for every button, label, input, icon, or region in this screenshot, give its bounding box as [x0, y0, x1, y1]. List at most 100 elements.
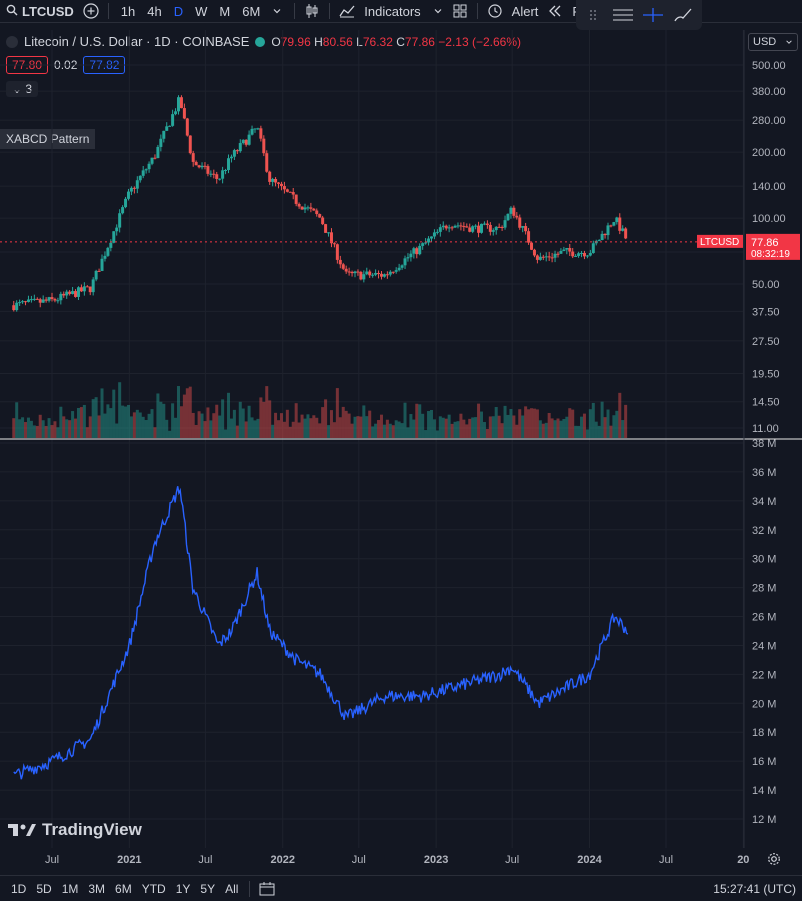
time-axis[interactable]: Jul 2021 Jul 2022 Jul 2023 Jul 2024 Jul 20 — [45, 854, 749, 866]
volume-bar — [121, 405, 125, 438]
brush-icon[interactable] — [672, 4, 694, 26]
range-5y[interactable]: 5Y — [200, 881, 216, 896]
chevron-down-icon[interactable] — [427, 0, 449, 22]
buy-price-button[interactable]: 77.82 — [83, 56, 126, 74]
volume-bar — [359, 416, 363, 438]
candles-icon[interactable] — [301, 0, 323, 22]
indicator-axis[interactable]: 38 M 36 M 34 M 32 M 30 M 28 M 26 M 24 M 22 M 20 M… — [752, 438, 776, 826]
volume-bar — [56, 427, 60, 438]
collapsed-count: 3 — [25, 82, 33, 96]
volume-bar — [312, 415, 316, 438]
indicators-icon[interactable] — [336, 0, 358, 22]
candle-body — [371, 274, 375, 276]
candle-body — [394, 270, 398, 272]
clock[interactable]: 15:27:41 (UTC) — [713, 882, 796, 896]
interval-6m[interactable]: 6M — [242, 3, 261, 19]
tradingview-logo-icon — [8, 824, 36, 836]
indicators-button[interactable]: Indicators — [364, 3, 421, 19]
currency-select[interactable]: USD — [748, 33, 798, 51]
volume-bar — [88, 416, 92, 438]
volume-bar — [412, 419, 416, 438]
candle-body — [282, 186, 286, 190]
add-symbol-icon[interactable] — [80, 0, 102, 22]
range-all[interactable]: All — [225, 881, 239, 896]
volume-bar — [321, 407, 325, 438]
volume-bar — [82, 404, 86, 438]
volume-bar — [109, 408, 113, 438]
price-tick-label: 11.00 — [752, 423, 779, 435]
indicators-collapse-button[interactable]: ⌄ 3 — [6, 81, 39, 97]
range-5d[interactable]: 5D — [36, 881, 52, 896]
candle-body — [541, 256, 545, 258]
price-tag-symbol-bg — [697, 234, 743, 248]
volume-bar — [24, 422, 28, 438]
sell-price-button[interactable]: 77.80 — [6, 56, 49, 74]
drag-handle-icon[interactable] — [582, 4, 604, 26]
crosshair-icon[interactable] — [642, 4, 664, 26]
indicator-tick-label: 18 M — [752, 727, 776, 739]
volume-bar — [609, 425, 613, 438]
candle-body — [612, 222, 616, 226]
range-1d[interactable]: 1D — [11, 881, 27, 896]
alert-icon[interactable] — [484, 0, 506, 22]
chart-area[interactable]: 500.00 380.00 280.00 200.00 140.00 100.00 70.0… — [0, 0, 802, 875]
volume-bar — [103, 413, 107, 438]
candle-body — [79, 287, 83, 292]
candle-body — [365, 271, 369, 275]
volume-bar — [594, 421, 598, 438]
interval-4h[interactable]: 4h — [147, 3, 162, 19]
settings-gear-icon[interactable] — [767, 852, 781, 871]
candle-body — [474, 225, 478, 227]
volume-bar — [400, 423, 404, 438]
candle-body — [456, 225, 460, 227]
volume-bar — [265, 386, 269, 438]
time-tick-label: Jul — [352, 854, 366, 866]
interval-1h[interactable]: 1h — [120, 3, 136, 19]
candle-body — [315, 210, 319, 215]
replay-icon[interactable] — [544, 0, 566, 22]
volume-bar — [188, 386, 192, 438]
volume-bar — [15, 402, 19, 438]
range-3m[interactable]: 3M — [88, 881, 106, 896]
volume-bar — [112, 389, 116, 438]
tradingview-logo[interactable]: TradingView — [8, 820, 142, 840]
volume-bar — [503, 405, 507, 438]
interval-m[interactable]: M — [219, 3, 231, 19]
volume-bar — [71, 411, 75, 438]
pattern-label[interactable]: XABCD Pattern — [0, 129, 96, 149]
candle-body — [565, 248, 569, 250]
volume-bar — [374, 423, 378, 438]
candle-body — [50, 297, 54, 300]
interval-d[interactable]: D — [173, 3, 184, 19]
range-1m[interactable]: 1M — [61, 881, 79, 896]
volume-bar — [500, 423, 504, 438]
lines-tool-icon[interactable] — [612, 4, 634, 26]
symbol-search[interactable]: LTCUSD — [0, 4, 80, 19]
chevron-down-icon[interactable] — [266, 0, 288, 22]
price-axis[interactable]: 500.00 380.00 280.00 200.00 140.00 100.00 70.0… — [752, 60, 786, 435]
candle-body — [415, 248, 419, 255]
candle-body — [318, 214, 322, 218]
price-tick-label: 280.00 — [752, 115, 786, 127]
time-tick-label: Jul — [659, 854, 673, 866]
candle-body — [176, 97, 180, 112]
range-ytd[interactable]: YTD — [141, 881, 166, 896]
candle-body — [232, 150, 236, 157]
volume-bar — [138, 412, 142, 438]
candle-body — [468, 227, 472, 232]
volume-bar — [268, 400, 272, 438]
candle-body — [568, 248, 572, 252]
range-6m[interactable]: 6M — [115, 881, 132, 896]
candle-body — [162, 130, 166, 139]
alert-button[interactable]: Alert — [511, 3, 539, 19]
candle-body — [141, 170, 145, 176]
volume-bar — [427, 411, 431, 438]
range-1y[interactable]: 1Y — [175, 881, 191, 896]
volume-bar — [159, 401, 163, 438]
layout-grid-icon[interactable] — [449, 0, 471, 22]
date-range-icon[interactable] — [256, 878, 278, 900]
volume-bar — [612, 415, 616, 438]
interval-w[interactable]: W — [195, 3, 208, 19]
volume-bar — [588, 409, 592, 438]
time-tick-label: 2021 — [117, 854, 141, 866]
